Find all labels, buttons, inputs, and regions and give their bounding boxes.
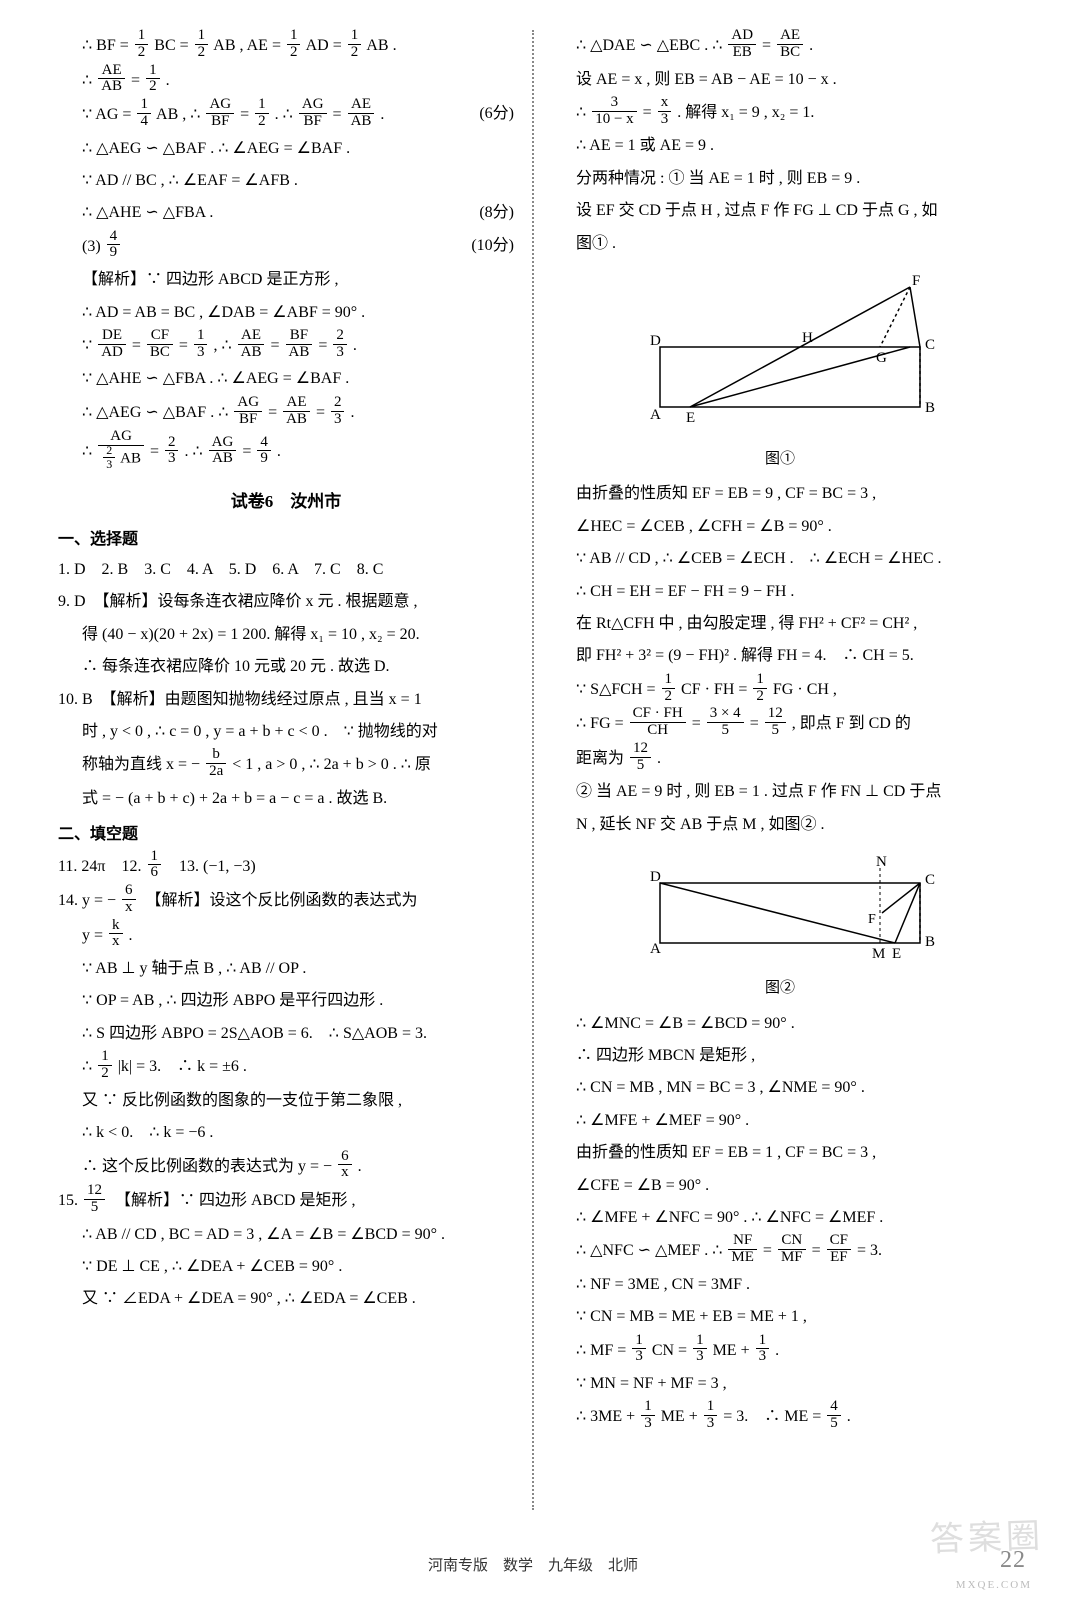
watermark-text: MXQE.COM xyxy=(956,1575,1032,1596)
text-line: 【解析】∵ 四边形 ABCD 是正方形 , xyxy=(58,265,514,295)
figure-2: D N C F A M E B xyxy=(620,848,940,966)
text-line: 在 Rt△CFH 中 , 由勾股定理 , 得 FH² + CF² = CH² , xyxy=(552,609,1008,639)
svg-text:F: F xyxy=(912,273,920,289)
svg-text:B: B xyxy=(925,400,935,416)
text-line: ∴ △AHE ∽ △FBA .(8分) xyxy=(58,198,514,228)
svg-text:D: D xyxy=(650,869,661,885)
text-line: 由折叠的性质知 EF = EB = 1 , CF = BC = 3 , xyxy=(552,1138,1008,1168)
text-line: ∵ S△FCH = 12 CF · FH = 12 FG · CH , xyxy=(552,674,1008,707)
text-line: 即 FH² + 3² = (9 − FH)² . 解得 FH = 4. ∴ CH… xyxy=(552,641,1008,671)
text-line: 11. 24π 12. 16 13. (−1, −3) xyxy=(58,851,514,884)
text-line: 式 = − (a + b + c) + 2a + b = a − c = a .… xyxy=(58,784,514,814)
text-line: ∴ 12 |k| = 3. ∴ k = ±6 . xyxy=(58,1051,514,1084)
text-line: ∴ 这个反比例函数的表达式为 y = − 6x . xyxy=(58,1151,514,1184)
text-line: ∵ AD // BC , ∴ ∠EAF = ∠AFB . xyxy=(58,166,514,196)
text-line: 14. y = − 6x 【解析】设这个反比例函数的表达式为 xyxy=(58,885,514,918)
text-line: ∴ AB // CD , BC = AD = 3 , ∠A = ∠B = ∠BC… xyxy=(58,1220,514,1250)
text-line: ∴ AE = 1 或 AE = 9 . xyxy=(552,131,1008,161)
text-line: 10. B 【解析】由题图知抛物线经过原点 , 且当 x = 1 xyxy=(58,685,514,715)
text-line: 设 EF 交 CD 于点 H , 过点 F 作 FG ⊥ CD 于点 G , 如 xyxy=(552,196,1008,226)
svg-text:D: D xyxy=(650,333,661,349)
text-line: 又 ∵ 反比例函数的图象的一支位于第二象限 , xyxy=(58,1086,514,1116)
text-line: ∴ BF = 12 BC = 12 AB , AE = 12 AD = 12 A… xyxy=(58,30,514,63)
text-line: 图① . xyxy=(552,229,1008,259)
text-line: (3) 49 (10分) xyxy=(58,231,514,264)
text-line: ∴ 四边形 MBCN 是矩形 , xyxy=(552,1041,1008,1071)
text-line: ∴ AEAB = 12 . xyxy=(58,65,514,98)
text-line: ② 当 AE = 9 时 , 则 EB = 1 . 过点 F 作 FN ⊥ CD… xyxy=(552,777,1008,807)
text-line: ∴ △DAE ∽ △EBC . ∴ ADEB = AEBC . xyxy=(552,30,1008,63)
text-line: 15. 125 【解析】∵ 四边形 ABCD 是矩形 , xyxy=(58,1185,514,1218)
text-line: 由折叠的性质知 EF = EB = 9 , CF = BC = 3 , xyxy=(552,479,1008,509)
text-line: ∠HEC = ∠CEB , ∠CFH = ∠B = 90° . xyxy=(552,512,1008,542)
text-line: ∵ OP = AB , ∴ 四边形 ABPO 是平行四边形 . xyxy=(58,986,514,1016)
text-line: ∴ AD = AB = BC , ∠DAB = ∠ABF = 90° . xyxy=(58,298,514,328)
text-line: ∴ k < 0. ∴ k = −6 . xyxy=(58,1118,514,1148)
text-line: ∵ CN = MB = ME + EB = ME + 1 , xyxy=(552,1302,1008,1332)
text-line: ∴ NF = 3ME , CN = 3MF . xyxy=(552,1270,1008,1300)
text-line: ∴ 310 − x = x3 . 解得 x₁ = 9 , x₂ = 1. xyxy=(552,97,1008,130)
text-line: 9. D 【解析】设每条连衣裙应降价 x 元 . 根据题意 , xyxy=(58,587,514,617)
text-line: ∴ ∠MFE + ∠MEF = 90° . xyxy=(552,1106,1008,1136)
svg-text:C: C xyxy=(925,872,935,888)
svg-text:B: B xyxy=(925,934,935,950)
text-line: 时 , y < 0 , ∴ c = 0 , y = a + b + c < 0 … xyxy=(58,717,514,747)
page-columns: ∴ BF = 12 BC = 12 AB , AE = 12 AD = 12 A… xyxy=(50,30,1016,1510)
text-line: ∴ △NFC ∽ △MEF . ∴ NFME = CNMF = CFEF = 3… xyxy=(552,1235,1008,1268)
svg-text:M: M xyxy=(872,946,885,962)
svg-text:E: E xyxy=(686,410,695,426)
text-line: ∴ CN = MB , MN = BC = 3 , ∠NME = 90° . xyxy=(552,1073,1008,1103)
text-line: N , 延长 NF 交 AB 于点 M , 如图② . xyxy=(552,810,1008,840)
text-line: ∵ AB ⊥ y 轴于点 B , ∴ AB // OP . xyxy=(58,954,514,984)
text-line: ∴ CH = EH = EF − FH = 9 − FH . xyxy=(552,577,1008,607)
watermark-seal: 答案圈 xyxy=(929,1505,1045,1574)
text-line: ∴ △AEG ∽ △BAF . ∴ ∠AEG = ∠BAF . xyxy=(58,134,514,164)
text-line: ∴ 每条连衣裙应降价 10 元或 20 元 . 故选 D. xyxy=(58,652,514,682)
score-label: (8分) xyxy=(479,198,514,228)
text-line: ∵ DEAD = CFBC = 13 , ∴ AEAB = BFAB = 23 … xyxy=(58,330,514,363)
text-line: ∵ △AHE ∽ △FBA . ∴ ∠AEG = ∠BAF . xyxy=(58,364,514,394)
text-line: ∴ FG = CF · FHCH = 3 × 45 = 125 , 即点 F 到… xyxy=(552,708,1008,741)
text-line: 称轴为直线 x = − b2a < 1 , a > 0 , ∴ 2a + b >… xyxy=(58,749,514,782)
svg-text:G: G xyxy=(876,350,887,366)
svg-text:H: H xyxy=(802,330,813,346)
text-line: 又 ∵ ∠EDA + ∠DEA = 90° , ∴ ∠EDA = ∠CEB . xyxy=(58,1284,514,1314)
text-line: 分两种情况 : ① 当 AE = 1 时 , 则 EB = 9 . xyxy=(552,164,1008,194)
text-line: y = kx . xyxy=(58,920,514,953)
text-line: ∵ MN = NF + MF = 3 , xyxy=(552,1369,1008,1399)
score-label: (6分) xyxy=(479,99,514,129)
svg-text:E: E xyxy=(892,946,901,962)
text-line: 设 AE = x , 则 EB = AB − AE = 10 − x . xyxy=(552,65,1008,95)
svg-text:A: A xyxy=(650,407,661,423)
svg-text:N: N xyxy=(876,854,887,870)
text-line: 得 (40 − x)(20 + 2x) = 1 200. 解得 x₁ = 10 … xyxy=(58,620,514,650)
svg-text:C: C xyxy=(925,337,935,353)
figure-label: 图② xyxy=(552,974,1008,1003)
text-line: ∴ ∠MNC = ∠B = ∠BCD = 90° . xyxy=(552,1009,1008,1039)
section-heading: 一、选择题 xyxy=(58,525,514,555)
section-heading: 二、填空题 xyxy=(58,820,514,850)
column-divider xyxy=(532,30,534,1510)
score-label: (10分) xyxy=(471,231,514,261)
section-title: 试卷6 汝州市 xyxy=(58,486,514,518)
figure-1: D H G C A E B F xyxy=(620,267,940,437)
text-line: ∴ AG23 AB = 23 . ∴ AGAB = 49 . xyxy=(58,431,514,474)
right-column: ∴ △DAE ∽ △EBC . ∴ ADEB = AEBC . 设 AE = x… xyxy=(544,30,1016,1510)
text-line: ∴ MF = 13 CN = 13 ME + 13 . xyxy=(552,1335,1008,1368)
text-line: ∴ S 四边形 ABPO = 2S△AOB = 6. ∴ S△AOB = 3. xyxy=(58,1019,514,1049)
text-line: ∴ △AEG ∽ △BAF . ∴ AGBF = AEAB = 23 . xyxy=(58,397,514,430)
svg-text:F: F xyxy=(868,912,876,927)
figure-label: 图① xyxy=(552,445,1008,474)
svg-text:A: A xyxy=(650,941,661,957)
text-line: ∴ 3ME + 13 ME + 13 = 3. ∴ ME = 45 . xyxy=(552,1401,1008,1434)
text-line: ∵ AB // CD , ∴ ∠CEB = ∠ECH . ∴ ∠ECH = ∠H… xyxy=(552,544,1008,574)
text-line: ∵ AG = 14 AB , ∴ AGBF = 12 . ∴ AGBF = AE… xyxy=(58,99,514,132)
page-footer: 河南专版 数学 九年级 北师 xyxy=(0,1552,1066,1581)
text-line: ∠CFE = ∠B = 90° . xyxy=(552,1171,1008,1201)
text-line: 距离为 125 . xyxy=(552,743,1008,776)
text-line: ∴ ∠MFE + ∠NFC = 90° . ∴ ∠NFC = ∠MEF . xyxy=(552,1203,1008,1233)
left-column: ∴ BF = 12 BC = 12 AB , AE = 12 AD = 12 A… xyxy=(50,30,522,1510)
answer-line: 1. D 2. B 3. C 4. A 5. D 6. A 7. C 8. C xyxy=(58,555,514,585)
text-line: ∵ DE ⊥ CE , ∴ ∠DEA + ∠CEB = 90° . xyxy=(58,1252,514,1282)
